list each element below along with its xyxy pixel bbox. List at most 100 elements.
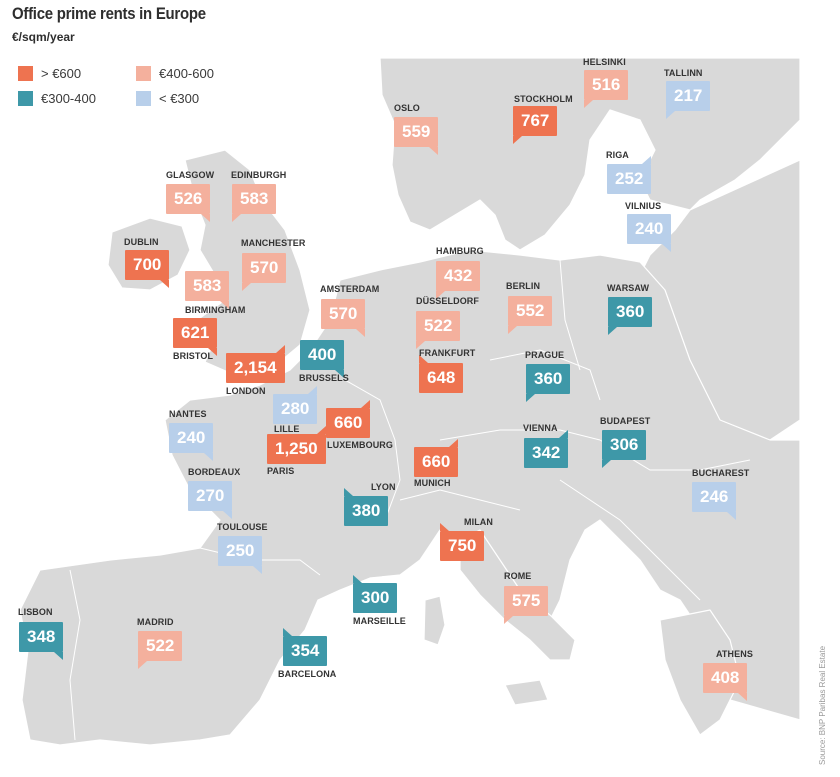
marker-lille: 280 bbox=[273, 386, 318, 424]
rent-value: 1,250 bbox=[275, 439, 318, 458]
city-label-toulouse: TOULOUSE bbox=[217, 522, 268, 532]
marker-vilnius: 240 bbox=[627, 214, 672, 252]
city-label-edinburgh: EDINBURGH bbox=[231, 170, 287, 180]
city-label-nantes: NANTES bbox=[169, 409, 207, 419]
city-label-rome: ROME bbox=[504, 571, 532, 581]
city-label-dusseldorf: DÜSSELDORF bbox=[416, 296, 480, 306]
marker-manchester: 570 bbox=[242, 253, 287, 291]
marker-frankfurt: 648 bbox=[419, 355, 464, 393]
rent-value: 648 bbox=[427, 368, 456, 387]
rent-value: 432 bbox=[444, 266, 473, 285]
rent-value: 250 bbox=[226, 541, 255, 560]
marker-barcelona: 354 bbox=[283, 628, 328, 666]
rent-value: 2,154 bbox=[234, 358, 277, 377]
city-label-bristol: BRISTOL bbox=[173, 351, 214, 361]
city-label-london: LONDON bbox=[226, 386, 266, 396]
page-subtitle: €/sqm/year bbox=[12, 30, 75, 44]
city-label-lille: LILLE bbox=[274, 424, 300, 434]
rent-value: 380 bbox=[352, 501, 381, 520]
marker-rome: 575 bbox=[504, 586, 549, 624]
marker-birmingham: 583 bbox=[185, 271, 230, 309]
marker-oslo: 559 bbox=[394, 117, 439, 155]
rent-value: 621 bbox=[181, 323, 210, 342]
legend-item-under-300: < €300 bbox=[136, 89, 199, 107]
marker-riga: 252 bbox=[607, 156, 652, 194]
legend-swatch bbox=[18, 90, 33, 106]
marker-amsterdam: 570 bbox=[321, 299, 366, 337]
rent-value: 516 bbox=[592, 75, 621, 94]
marker-glasgow: 526 bbox=[166, 184, 211, 222]
rent-value: 306 bbox=[610, 435, 639, 454]
rent-value: 660 bbox=[334, 413, 363, 432]
city-label-dublin: DUBLIN bbox=[124, 237, 159, 247]
marker-bristol: 621 bbox=[173, 318, 218, 356]
city-label-vienna: VIENNA bbox=[523, 423, 558, 433]
city-label-glasgow: GLASGOW bbox=[166, 170, 215, 180]
rent-value: 240 bbox=[635, 219, 664, 238]
marker-hamburg: 432 bbox=[436, 261, 481, 299]
rent-value: 700 bbox=[133, 255, 162, 274]
city-label-hamburg: HAMBURG bbox=[436, 246, 484, 256]
city-label-milan: MILAN bbox=[464, 517, 493, 527]
marker-helsinki: 516 bbox=[584, 70, 629, 108]
city-label-vilnius: VILNIUS bbox=[625, 201, 662, 211]
rent-value: 348 bbox=[27, 627, 56, 646]
marker-lisbon: 348 bbox=[19, 622, 64, 660]
rent-value: 526 bbox=[174, 189, 203, 208]
marker-bucharest: 246 bbox=[692, 482, 737, 520]
rent-value: 354 bbox=[291, 641, 320, 660]
rent-value: 240 bbox=[177, 428, 206, 447]
border-balkans bbox=[559, 479, 701, 601]
marker-dublin: 700 bbox=[125, 250, 170, 288]
marker-stockholm: 767 bbox=[513, 106, 558, 144]
city-label-athens: ATHENS bbox=[716, 649, 753, 659]
rent-value: 522 bbox=[424, 316, 453, 335]
legend: > €600 €400-600 €300-400 < €300 bbox=[18, 64, 268, 110]
marker-milan: 750 bbox=[440, 523, 485, 561]
city-label-oslo: OSLO bbox=[394, 103, 420, 113]
city-label-bordeaux: BORDEAUX bbox=[188, 467, 241, 477]
legend-swatch bbox=[136, 90, 151, 106]
marker-edinburgh: 583 bbox=[232, 184, 277, 222]
marker-vienna: 342 bbox=[524, 430, 569, 468]
city-label-berlin: BERLIN bbox=[506, 281, 541, 291]
rent-value: 400 bbox=[308, 345, 337, 364]
legend-label: < €300 bbox=[159, 90, 200, 106]
city-label-amsterdam: AMSTERDAM bbox=[320, 284, 380, 294]
border-austria bbox=[439, 429, 601, 441]
rent-value: 570 bbox=[329, 304, 358, 323]
legend-label: €400-600 bbox=[159, 65, 214, 81]
rent-value: 575 bbox=[512, 591, 541, 610]
border-italy-alps bbox=[399, 489, 521, 511]
marker-munich: 660 bbox=[414, 439, 459, 477]
rent-value: 360 bbox=[534, 369, 563, 388]
marker-nantes: 240 bbox=[169, 423, 214, 461]
rent-value: 767 bbox=[521, 111, 550, 130]
city-label-brussels: BRUSSELS bbox=[299, 373, 349, 383]
marker-paris: 1,250 bbox=[267, 426, 326, 464]
city-label-marseille: MARSEILLE bbox=[353, 616, 406, 626]
marker-prague: 360 bbox=[526, 364, 571, 402]
border-portugal-spain bbox=[69, 569, 81, 741]
rent-value: 280 bbox=[281, 399, 310, 418]
source-note: Source: BNP Paribas Real Estate bbox=[818, 645, 827, 765]
city-label-lyon: LYON bbox=[371, 482, 396, 492]
city-label-stockholm: STOCKHOLM bbox=[514, 94, 573, 104]
marker-berlin: 552 bbox=[508, 296, 553, 334]
city-label-tallinn: TALLINN bbox=[664, 68, 703, 78]
legend-swatch bbox=[18, 65, 33, 81]
marker-dusseldorf: 522 bbox=[416, 311, 461, 349]
border-czech bbox=[489, 349, 601, 401]
legend-label: > €600 bbox=[41, 65, 82, 81]
city-label-barcelona: BARCELONA bbox=[278, 669, 337, 679]
marker-bordeaux: 270 bbox=[188, 481, 233, 519]
rent-value: 217 bbox=[674, 86, 703, 105]
marker-luxembourg: 660 bbox=[326, 400, 371, 438]
marker-toulouse: 250 bbox=[218, 536, 263, 574]
legend-item-400-600: €400-600 bbox=[136, 64, 214, 82]
city-label-bucharest: BUCHAREST bbox=[692, 468, 750, 478]
city-label-riga: RIGA bbox=[606, 150, 629, 160]
rent-value: 583 bbox=[193, 276, 222, 295]
greece-land bbox=[659, 609, 741, 736]
marker-athens: 408 bbox=[703, 663, 748, 701]
